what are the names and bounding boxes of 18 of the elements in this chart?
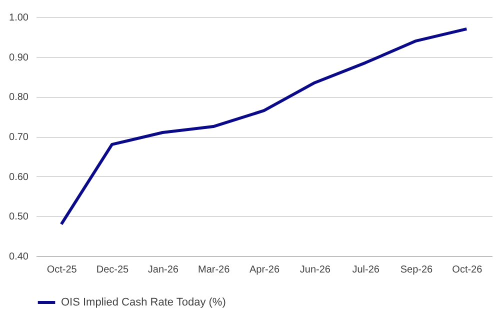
y-tick-label: 0.90 [9,52,29,64]
y-tick-label: 0.50 [9,212,29,223]
y-tick-label: 0.40 [9,252,29,262]
x-tick-label: Sep-26 [400,264,434,276]
y-tick-label: 0.70 [9,132,29,143]
y-tick-label: 0.60 [9,172,29,183]
x-tick-label: Dec-25 [96,264,130,276]
x-tick-label: Jan-26 [148,264,179,276]
legend-label: OIS Implied Cash Rate Today (%) [61,296,226,308]
x-tick-label: Oct-25 [46,264,78,276]
line-series [60,27,468,226]
y-tick-label: 1.00 [9,12,29,24]
x-tick-label: Oct-26 [452,264,483,276]
x-tick-label: Apr-26 [249,264,280,276]
x-tick-label: Mar-26 [198,264,230,276]
x-tick-label: Jun-26 [300,264,331,276]
y-tick-label: 0.80 [9,92,29,104]
x-tick-label: Jul-26 [352,264,380,276]
